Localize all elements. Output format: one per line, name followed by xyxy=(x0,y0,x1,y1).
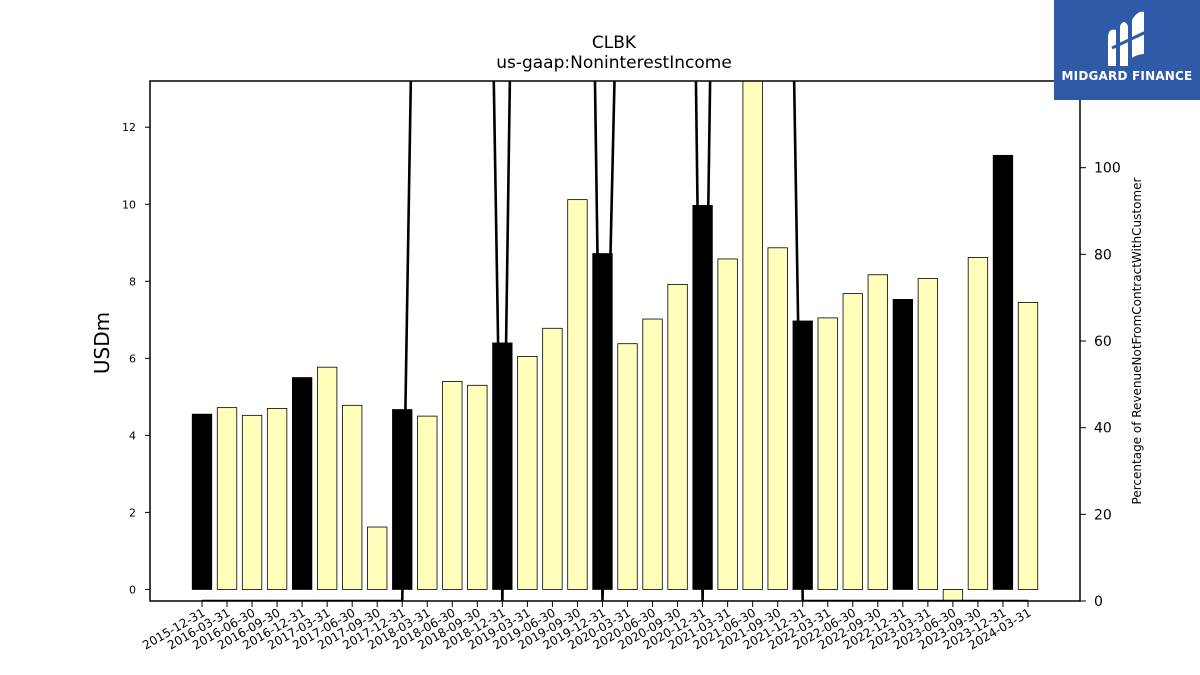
plot-frame xyxy=(149,80,1081,602)
bar-2017-06-30 xyxy=(342,404,363,590)
logo-text: MIDGARD FINANCE xyxy=(1061,69,1193,83)
bar-2019-09-30 xyxy=(567,199,588,590)
bar-2019-03-31 xyxy=(517,356,538,590)
bar-2022-12-31 xyxy=(892,298,913,590)
bar-2020-03-31 xyxy=(617,343,638,590)
bar-2016-12-31 xyxy=(291,377,313,590)
bar-2023-12-31 xyxy=(992,154,1014,590)
bar-2020-06-30 xyxy=(642,318,663,590)
y2-axis-label: Percentage of RevenueNotFromContractWith… xyxy=(1130,178,1144,505)
chart-subtitle: us-gaap:NoninterestIncome xyxy=(496,53,732,73)
bar-2024-03-31 xyxy=(1017,302,1039,590)
bar-2016-03-31 xyxy=(216,407,238,590)
y-tick-label: 0 xyxy=(129,583,136,596)
y2-tick-label: 100 xyxy=(1094,161,1121,177)
brand-logo: MIDGARD FINANCE xyxy=(1054,0,1200,100)
y2-tick-label: 40 xyxy=(1094,421,1112,437)
bar-2023-09-30 xyxy=(967,257,989,590)
y-axis-label: USDm xyxy=(90,312,114,374)
bar-2017-09-30 xyxy=(367,526,388,590)
bar-2022-09-30 xyxy=(867,274,888,590)
y-tick-label: 12 xyxy=(122,121,136,134)
y-tick-label: 6 xyxy=(129,352,136,365)
chart-title: CLBK xyxy=(592,33,637,53)
y2-tick-label: 20 xyxy=(1094,507,1112,523)
bar-2017-03-31 xyxy=(316,366,338,590)
y2-tick-label: 0 xyxy=(1094,594,1103,610)
midgard-logo-icon xyxy=(1108,11,1147,66)
bar-2016-06-30 xyxy=(241,414,263,590)
bar-2018-09-30 xyxy=(467,384,488,590)
y2-tick-label: 60 xyxy=(1094,334,1112,350)
y-tick-label: 2 xyxy=(129,506,136,519)
bar-2018-03-31 xyxy=(417,415,438,590)
bar-2022-06-30 xyxy=(842,293,863,590)
bar-2021-03-31 xyxy=(717,258,738,590)
bar-2019-06-30 xyxy=(542,327,563,590)
bar-2016-09-30 xyxy=(266,408,288,590)
bar-2023-06-30 xyxy=(942,589,964,601)
bar-2020-09-30 xyxy=(667,283,688,590)
bar-2015-12-31 xyxy=(191,413,213,590)
bar-2023-03-31 xyxy=(917,278,939,590)
y2-tick-label: 80 xyxy=(1094,247,1112,263)
y-tick-label: 8 xyxy=(129,275,136,288)
bar-2021-06-30 xyxy=(742,81,763,590)
bar-2021-09-30 xyxy=(767,247,788,590)
y-tick-label: 10 xyxy=(122,198,136,211)
y-tick-label: 4 xyxy=(129,429,136,442)
bar-2022-03-31 xyxy=(817,317,838,590)
bar-2018-06-30 xyxy=(442,381,463,590)
